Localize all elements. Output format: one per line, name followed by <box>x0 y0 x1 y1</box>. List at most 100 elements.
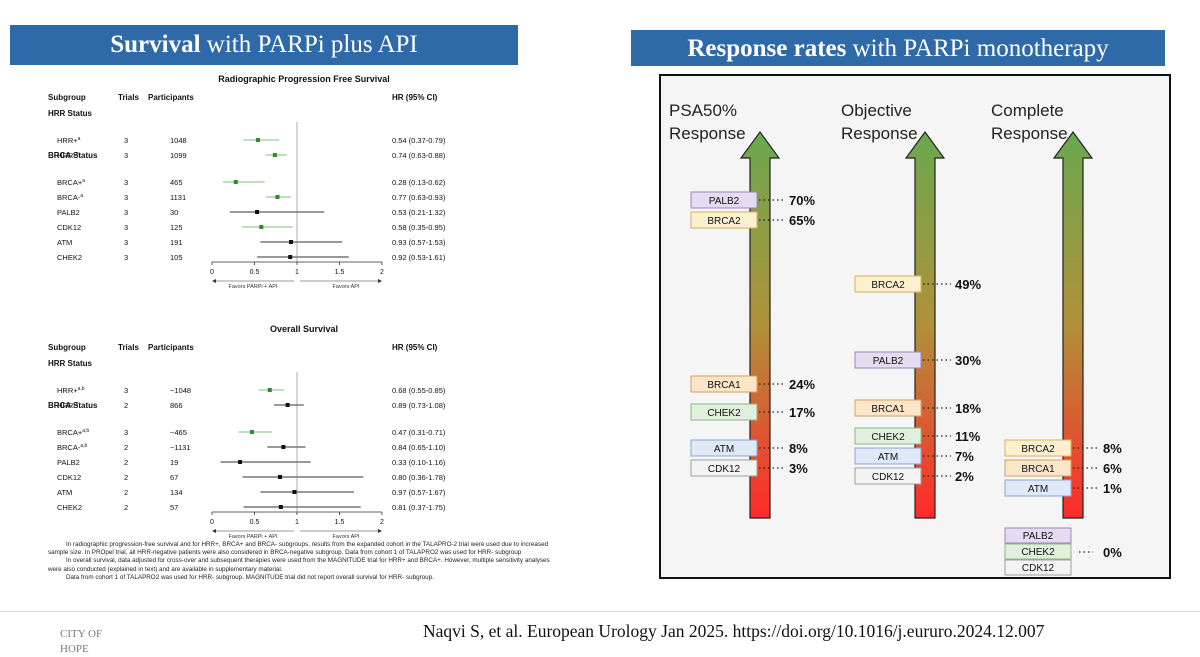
gene-box <box>854 275 922 293</box>
row-hr-ci: 0.77 (0.63-0.93) <box>392 193 446 202</box>
response-value: 7% <box>955 449 974 464</box>
row-participants: ~1048 <box>170 386 191 395</box>
logo: CITY OF HOPE <box>60 627 102 657</box>
x-tick-label: 0 <box>210 269 214 276</box>
row-label: PALB2 <box>57 458 80 467</box>
col-header-trials: Trials <box>118 93 139 102</box>
response-column-0: PSA50% Response PALB2 70% BRCA2 65% BRCA1 24% CH… <box>669 101 815 519</box>
row-label: PALB2 <box>57 208 80 217</box>
footnote: In overall survival, data adjusted for c… <box>48 557 550 573</box>
gene-label: CDK12 <box>1022 563 1055 574</box>
x-tick-label: 1 <box>295 269 299 276</box>
gene-label: ATM <box>1028 484 1048 495</box>
row-participants: 1131 <box>170 193 186 202</box>
row-hr-ci: 0.68 (0.55-0.85) <box>392 386 446 395</box>
left-banner: Survival with PARPi plus API <box>10 25 518 65</box>
gene-label: BRCA2 <box>871 280 905 291</box>
row-hr-ci: 0.53 (0.21-1.32) <box>392 208 446 217</box>
response-title-line2: Response <box>991 124 1068 143</box>
gene-box <box>690 211 758 229</box>
gene-label: CHEK2 <box>871 432 905 443</box>
row-label: ATM <box>57 238 72 247</box>
x-tick-label: 0.5 <box>250 519 260 526</box>
row-label: HRR+a,b <box>57 386 85 395</box>
response-value: 49% <box>955 277 981 292</box>
gene-box <box>854 351 922 369</box>
response-rates-chart: PSA50% Response PALB2 70% BRCA2 65% BRCA1 24% CH… <box>659 74 1171 579</box>
row-hr-ci: 0.80 (0.36-1.78) <box>392 473 446 482</box>
row-trials: 3 <box>124 386 128 395</box>
forest-plot-1: Overall Survival Subgroup Trials Participan… <box>48 324 446 540</box>
row-trials: 2 <box>124 443 128 452</box>
row-label: HRR+a <box>57 136 81 145</box>
forest-title: Overall Survival <box>270 324 338 334</box>
x-tick-label: 1.5 <box>335 269 345 276</box>
row-label: HRR-a <box>57 151 79 160</box>
x-tick-label: 0.5 <box>250 269 260 276</box>
col-header-hr: HR (95% CI) <box>392 93 438 102</box>
response-title-line2: Response <box>669 124 746 143</box>
gene-label: BRCA2 <box>707 216 741 227</box>
hr-point <box>281 445 286 449</box>
response-title-line1: Complete <box>991 101 1064 120</box>
gene-box <box>1004 527 1072 544</box>
hr-point <box>272 153 277 157</box>
row-participants: 1099 <box>170 151 187 160</box>
response-title-line1: PSA50% <box>669 101 737 120</box>
hr-point <box>259 225 264 229</box>
gene-label: BRCA1 <box>871 404 905 415</box>
row-participants: 465 <box>170 178 183 187</box>
row-participants: 134 <box>170 488 183 497</box>
subgroup-header: BRCA Status <box>48 151 98 160</box>
row-trials: 3 <box>124 151 128 160</box>
row-label: CDK12 <box>57 473 81 482</box>
gene-label: PALB2 <box>1023 531 1054 542</box>
row-hr-ci: 0.89 (0.73-1.08) <box>392 401 446 410</box>
row-label: BRCA-a <box>57 193 83 202</box>
left-banner-rest: with PARPi plus API <box>200 31 418 58</box>
response-title-line1: Objective <box>841 101 912 120</box>
row-participants: 125 <box>170 223 183 232</box>
row-trials: 3 <box>124 193 128 202</box>
x-tick-label: 2 <box>380 269 384 276</box>
hr-point <box>238 460 243 464</box>
footnote: In radiographic progression-free surviva… <box>48 541 549 557</box>
gene-label: CDK12 <box>872 472 905 483</box>
row-label: HRR-c <box>57 401 79 410</box>
row-trials: 3 <box>124 238 128 247</box>
row-participants: 57 <box>170 503 178 512</box>
gene-box <box>690 459 758 477</box>
response-value: 6% <box>1103 461 1122 476</box>
col-header-participants: Participants <box>148 93 194 102</box>
subgroup-header: HRR Status <box>48 359 93 368</box>
favors-right-label: Favors API <box>333 534 360 540</box>
row-hr-ci: 0.58 (0.35-0.95) <box>392 223 446 232</box>
hr-point <box>267 388 272 392</box>
gene-label: CHEK2 <box>707 408 741 419</box>
gene-box <box>1004 543 1072 560</box>
row-trials: 3 <box>124 428 128 437</box>
gene-label: CHEK2 <box>1021 547 1055 558</box>
row-trials: 2 <box>124 473 128 482</box>
row-participants: 105 <box>170 253 183 262</box>
hr-point <box>278 475 282 479</box>
footnote: Data from cohort 1 of TALAPRO2 was used … <box>66 573 434 581</box>
forest-plot-0: Radiographic Progression Free Survival Su… <box>48 74 446 290</box>
response-value: 0% <box>1103 545 1122 560</box>
favors-left-arrowhead <box>212 529 216 533</box>
x-tick-label: 1.5 <box>335 519 345 526</box>
response-value: 65% <box>789 213 815 228</box>
gene-box <box>1004 459 1072 477</box>
row-hr-ci: 0.47 (0.31-0.71) <box>392 428 446 437</box>
row-trials: 3 <box>124 178 128 187</box>
row-label: CHEK2 <box>57 253 82 262</box>
right-banner-bold: Response rates <box>687 35 847 62</box>
x-tick-label: 0 <box>210 519 214 526</box>
hr-point <box>278 505 283 509</box>
response-value: 8% <box>1103 441 1122 456</box>
response-value: 70% <box>789 193 815 208</box>
row-hr-ci: 0.93 (0.57-1.53) <box>392 238 446 247</box>
row-hr-ci: 0.97 (0.57-1.67) <box>392 488 446 497</box>
left-banner-bold: Survival <box>110 31 201 58</box>
row-participants: 30 <box>170 208 178 217</box>
